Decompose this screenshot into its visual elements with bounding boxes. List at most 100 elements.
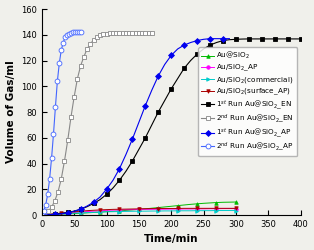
1$^{st}$ Run Au@SiO$_2$_AP [189, 41, 192, 44]
2$^{nd}$ Run Au@SiO$_2$_AP [51, 132, 55, 136]
Au/SiO$_2$(commercial) [46, 213, 50, 216]
2$^{nd}$ Run Au@SiO$_2$_EN [85, 48, 89, 50]
Au@SiO$_2$ [111, 210, 115, 213]
Au/SiO$_2$(commercial) [163, 210, 167, 212]
1$^{st}$ Run Au@SiO$_2$_AP [131, 138, 134, 140]
1$^{st}$ Run Au@SiO$_2$_AP [98, 196, 102, 198]
2$^{nd}$ Run Au@SiO$_2$_EN [98, 34, 102, 37]
Au/SiO$_2$(commercial) [137, 210, 141, 213]
2$^{nd}$ Run Au@SiO$_2$_AP [77, 31, 81, 34]
Au/SiO$_2$_AP [169, 208, 173, 210]
Au/SiO$_2$_AP [131, 208, 134, 211]
Au/SiO$_2$_AP [143, 208, 147, 211]
1$^{st}$ Run Au@SiO$_2$_AP [202, 38, 205, 41]
Au/SiO$_2$(commercial) [208, 209, 212, 212]
2$^{nd}$ Run Au@SiO$_2$_EN [69, 116, 73, 119]
Au/SiO$_2$_AP [79, 210, 83, 214]
2$^{nd}$ Run Au@SiO$_2$_AP [79, 31, 83, 34]
1$^{st}$ Run Au@SiO$_2$_EN [92, 202, 95, 205]
Au/SiO$_2$(surface_AP) [124, 208, 128, 210]
Au/SiO$_2$_AP [208, 207, 212, 210]
2$^{nd}$ Run Au@SiO$_2$_AP [48, 178, 51, 180]
2$^{nd}$ Run Au@SiO$_2$_EN [111, 32, 115, 35]
1$^{st}$ Run Au@SiO$_2$_AP [59, 212, 63, 215]
1$^{st}$ Run Au@SiO$_2$_EN [241, 38, 244, 40]
1$^{st}$ Run Au@SiO$_2$_AP [40, 214, 44, 216]
2$^{nd}$ Run Au@SiO$_2$_EN [59, 178, 63, 180]
Au/SiO$_2$(commercial) [221, 209, 225, 212]
1$^{st}$ Run Au@SiO$_2$_AP [208, 37, 212, 40]
Au/SiO$_2$(surface_AP) [214, 207, 218, 210]
1$^{st}$ Run Au@SiO$_2$_AP [66, 211, 70, 214]
Au/SiO$_2$(surface_AP) [228, 207, 231, 210]
Au/SiO$_2$(surface_AP) [221, 207, 225, 210]
Au@SiO$_2$ [98, 210, 102, 214]
X-axis label: Time/min: Time/min [144, 234, 198, 244]
2$^{nd}$ Run Au@SiO$_2$_EN [92, 38, 95, 42]
Au/SiO$_2$(surface_AP) [137, 207, 141, 210]
Au/SiO$_2$(surface_AP) [117, 208, 121, 211]
1$^{st}$ Run Au@SiO$_2$_AP [46, 213, 50, 216]
1$^{st}$ Run Au@SiO$_2$_EN [292, 38, 296, 40]
2$^{nd}$ Run Au@SiO$_2$_EN [114, 32, 118, 35]
Au/SiO$_2$(commercial) [111, 210, 115, 213]
2$^{nd}$ Run Au@SiO$_2$_EN [62, 160, 66, 162]
Au@SiO$_2$ [131, 208, 134, 212]
1$^{st}$ Run Au@SiO$_2$_EN [137, 148, 141, 151]
Au/SiO$_2$(commercial) [59, 212, 63, 215]
1$^{st}$ Run Au@SiO$_2$_AP [176, 48, 180, 50]
Line: Au@SiO$_2$: Au@SiO$_2$ [40, 200, 238, 217]
1$^{st}$ Run Au@SiO$_2$_EN [66, 211, 70, 214]
2$^{nd}$ Run Au@SiO$_2$_EN [66, 139, 70, 142]
Au/SiO$_2$_AP [195, 207, 199, 210]
Line: 1$^{st}$ Run Au@SiO$_2$_EN: 1$^{st}$ Run Au@SiO$_2$_EN [40, 37, 303, 217]
Au/SiO$_2$_AP [85, 210, 89, 213]
1$^{st}$ Run Au@SiO$_2$_AP [92, 201, 95, 204]
Au@SiO$_2$ [92, 211, 95, 214]
1$^{st}$ Run Au@SiO$_2$_AP [85, 204, 89, 208]
Au/SiO$_2$(commercial) [176, 209, 180, 212]
Au/SiO$_2$(surface_AP) [176, 207, 180, 210]
Au/SiO$_2$_AP [53, 213, 57, 216]
Line: 2$^{nd}$ Run Au@SiO$_2$_EN: 2$^{nd}$ Run Au@SiO$_2$_EN [40, 31, 154, 217]
2$^{nd}$ Run Au@SiO$_2$_EN [140, 32, 144, 35]
Y-axis label: Volume of Gas/ml: Volume of Gas/ml [6, 61, 16, 164]
1$^{st}$ Run Au@SiO$_2$_EN [208, 44, 212, 46]
1$^{st}$ Run Au@SiO$_2$_EN [260, 38, 264, 40]
2$^{nd}$ Run Au@SiO$_2$_AP [59, 49, 63, 52]
Au@SiO$_2$ [143, 207, 147, 210]
Au/SiO$_2$(surface_AP) [189, 207, 192, 210]
Au/SiO$_2$(surface_AP) [85, 209, 89, 212]
2$^{nd}$ Run Au@SiO$_2$_EN [108, 32, 112, 35]
1$^{st}$ Run Au@SiO$_2$_AP [150, 89, 154, 92]
Au/SiO$_2$(surface_AP) [59, 212, 63, 214]
1$^{st}$ Run Au@SiO$_2$_AP [117, 167, 121, 170]
1$^{st}$ Run Au@SiO$_2$_EN [98, 198, 102, 201]
1$^{st}$ Run Au@SiO$_2$_AP [221, 37, 225, 40]
Au/SiO$_2$_AP [105, 209, 108, 212]
2$^{nd}$ Run Au@SiO$_2$_AP [71, 31, 75, 34]
Au/SiO$_2$(surface_AP) [66, 211, 70, 214]
2$^{nd}$ Run Au@SiO$_2$_EN [147, 32, 150, 35]
1$^{st}$ Run Au@SiO$_2$_AP [143, 104, 147, 107]
2$^{nd}$ Run Au@SiO$_2$_AP [50, 157, 53, 160]
2$^{nd}$ Run Au@SiO$_2$_EN [76, 77, 79, 80]
2$^{nd}$ Run Au@SiO$_2$_AP [61, 41, 65, 44]
Au/SiO$_2$(commercial) [150, 210, 154, 212]
Au/SiO$_2$(commercial) [105, 210, 108, 213]
Au/SiO$_2$(commercial) [143, 210, 147, 213]
1$^{st}$ Run Au@SiO$_2$_EN [195, 52, 199, 56]
1$^{st}$ Run Au@SiO$_2$_AP [105, 188, 108, 191]
Au/SiO$_2$(commercial) [189, 209, 192, 212]
1$^{st}$ Run Au@SiO$_2$_EN [117, 179, 121, 182]
Au/SiO$_2$(commercial) [85, 211, 89, 214]
Au/SiO$_2$(surface_AP) [234, 207, 238, 210]
Au@SiO$_2$ [214, 201, 218, 204]
Au/SiO$_2$_AP [221, 207, 225, 210]
Au/SiO$_2$_AP [156, 208, 160, 211]
1$^{st}$ Run Au@SiO$_2$_EN [182, 67, 186, 70]
Au/SiO$_2$_AP [117, 208, 121, 212]
2$^{nd}$ Run Au@SiO$_2$_AP [46, 193, 50, 196]
2$^{nd}$ Run Au@SiO$_2$_AP [65, 33, 69, 36]
2$^{nd}$ Run Au@SiO$_2$_EN [46, 210, 50, 213]
